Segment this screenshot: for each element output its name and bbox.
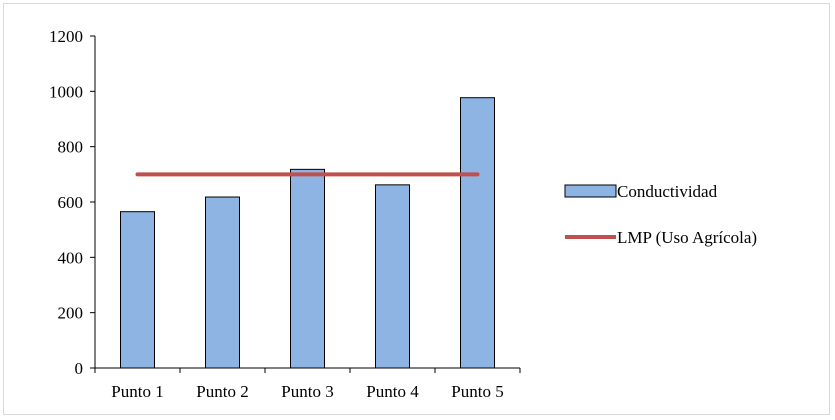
x-tick-label: Punto 4	[366, 382, 419, 401]
y-tick-label: 1000	[49, 82, 83, 101]
axes-layer: 0 200 400 600 800 1000 1200 Punto 1 Punto 2 Punto…	[49, 27, 521, 401]
y-tick-label: 1200	[49, 27, 83, 46]
y-tick-label: 200	[58, 304, 84, 323]
bars-layer	[120, 97, 495, 369]
y-tick-label: 400	[58, 248, 84, 267]
bar-punto-4	[375, 184, 410, 369]
x-tick-label: Punto 2	[196, 382, 248, 401]
y-tick-label: 0	[75, 359, 84, 378]
bar-punto-1	[120, 211, 155, 369]
bar-punto-2	[205, 196, 240, 369]
x-tick-label: Punto 5	[451, 382, 503, 401]
x-tick-label: Punto 3	[281, 382, 333, 401]
legend-label-lmp: LMP (Uso Agrícola)	[617, 228, 757, 247]
bar-punto-3	[290, 168, 325, 369]
y-tick-label: 800	[58, 138, 84, 157]
legend-swatch-conductividad	[564, 184, 617, 198]
x-tick-label: Punto 1	[111, 382, 163, 401]
bar-punto-5	[460, 97, 495, 369]
legend-layer: Conductividad LMP (Uso Agrícola)	[564, 182, 757, 247]
y-tick-label: 600	[58, 193, 84, 212]
legend-label-conductividad: Conductividad	[617, 182, 718, 201]
